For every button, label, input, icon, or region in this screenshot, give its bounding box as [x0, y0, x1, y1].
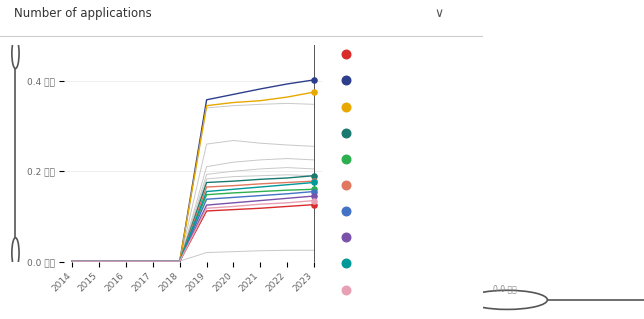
Point: [341, 261, 351, 266]
Point: [341, 104, 351, 109]
Text: 402,380: 402,380: [597, 76, 638, 85]
Text: 59,860: 59,860: [603, 233, 638, 242]
Text: (CAH04) psychology: (CAH04) psychology: [469, 128, 554, 137]
Text: ∨: ∨: [435, 7, 444, 20]
Point: [308, 180, 319, 185]
Point: [341, 182, 351, 188]
Text: (CAH05) veterinary sciences: (CAH05) veterinary sciences: [435, 154, 554, 163]
Point: [308, 90, 319, 95]
Text: 2023: 2023: [345, 22, 377, 35]
Point: [341, 287, 351, 292]
Text: 17,500: 17,500: [603, 181, 638, 189]
Text: 189,030: 189,030: [597, 259, 638, 268]
Text: 15,880: 15,880: [603, 154, 638, 163]
Point: [308, 77, 319, 82]
Text: 171,750: 171,750: [596, 102, 638, 111]
Text: 151,080: 151,080: [597, 128, 638, 137]
Point: [341, 209, 351, 214]
Point: [308, 173, 319, 178]
Text: (CAH07) physical sciences: (CAH07) physical sciences: [444, 207, 554, 216]
Circle shape: [12, 38, 19, 69]
Text: 195,690: 195,690: [596, 285, 638, 294]
Text: (CAH06) agriculture, food and related studies: (CAH06) agriculture, food and related st…: [363, 181, 554, 189]
Point: [308, 194, 319, 199]
Text: (CAH11) computing: (CAH11) computing: [472, 285, 554, 294]
Text: (CAH03) biological and sport sciences: (CAH03) biological and sport sciences: [395, 102, 554, 111]
Point: [308, 198, 319, 203]
Point: [341, 235, 351, 240]
Text: 0.0 百万: 0.0 百万: [493, 285, 516, 293]
Text: Number of applications: Number of applications: [14, 7, 152, 20]
Point: [341, 156, 351, 161]
Point: [308, 202, 319, 207]
Point: [341, 130, 351, 135]
Text: (CAH10) engineering and technology: (CAH10) engineering and technology: [398, 259, 554, 268]
Point: [341, 52, 351, 57]
Text: (CAH01) medicine and dentistry: (CAH01) medicine and dentistry: [419, 50, 554, 59]
Text: (CAH02) subjects allied to medicine: (CAH02) subjects allied to medicine: [404, 76, 554, 85]
Text: (CAH09) mathematical sciences: (CAH09) mathematical sciences: [420, 233, 554, 242]
Point: [341, 78, 351, 83]
Circle shape: [467, 290, 547, 309]
Point: [308, 187, 319, 192]
Text: 126,030: 126,030: [597, 50, 638, 59]
Point: [308, 189, 319, 194]
Text: 79,150: 79,150: [603, 207, 638, 216]
Circle shape: [12, 238, 19, 268]
Point: [308, 179, 319, 184]
